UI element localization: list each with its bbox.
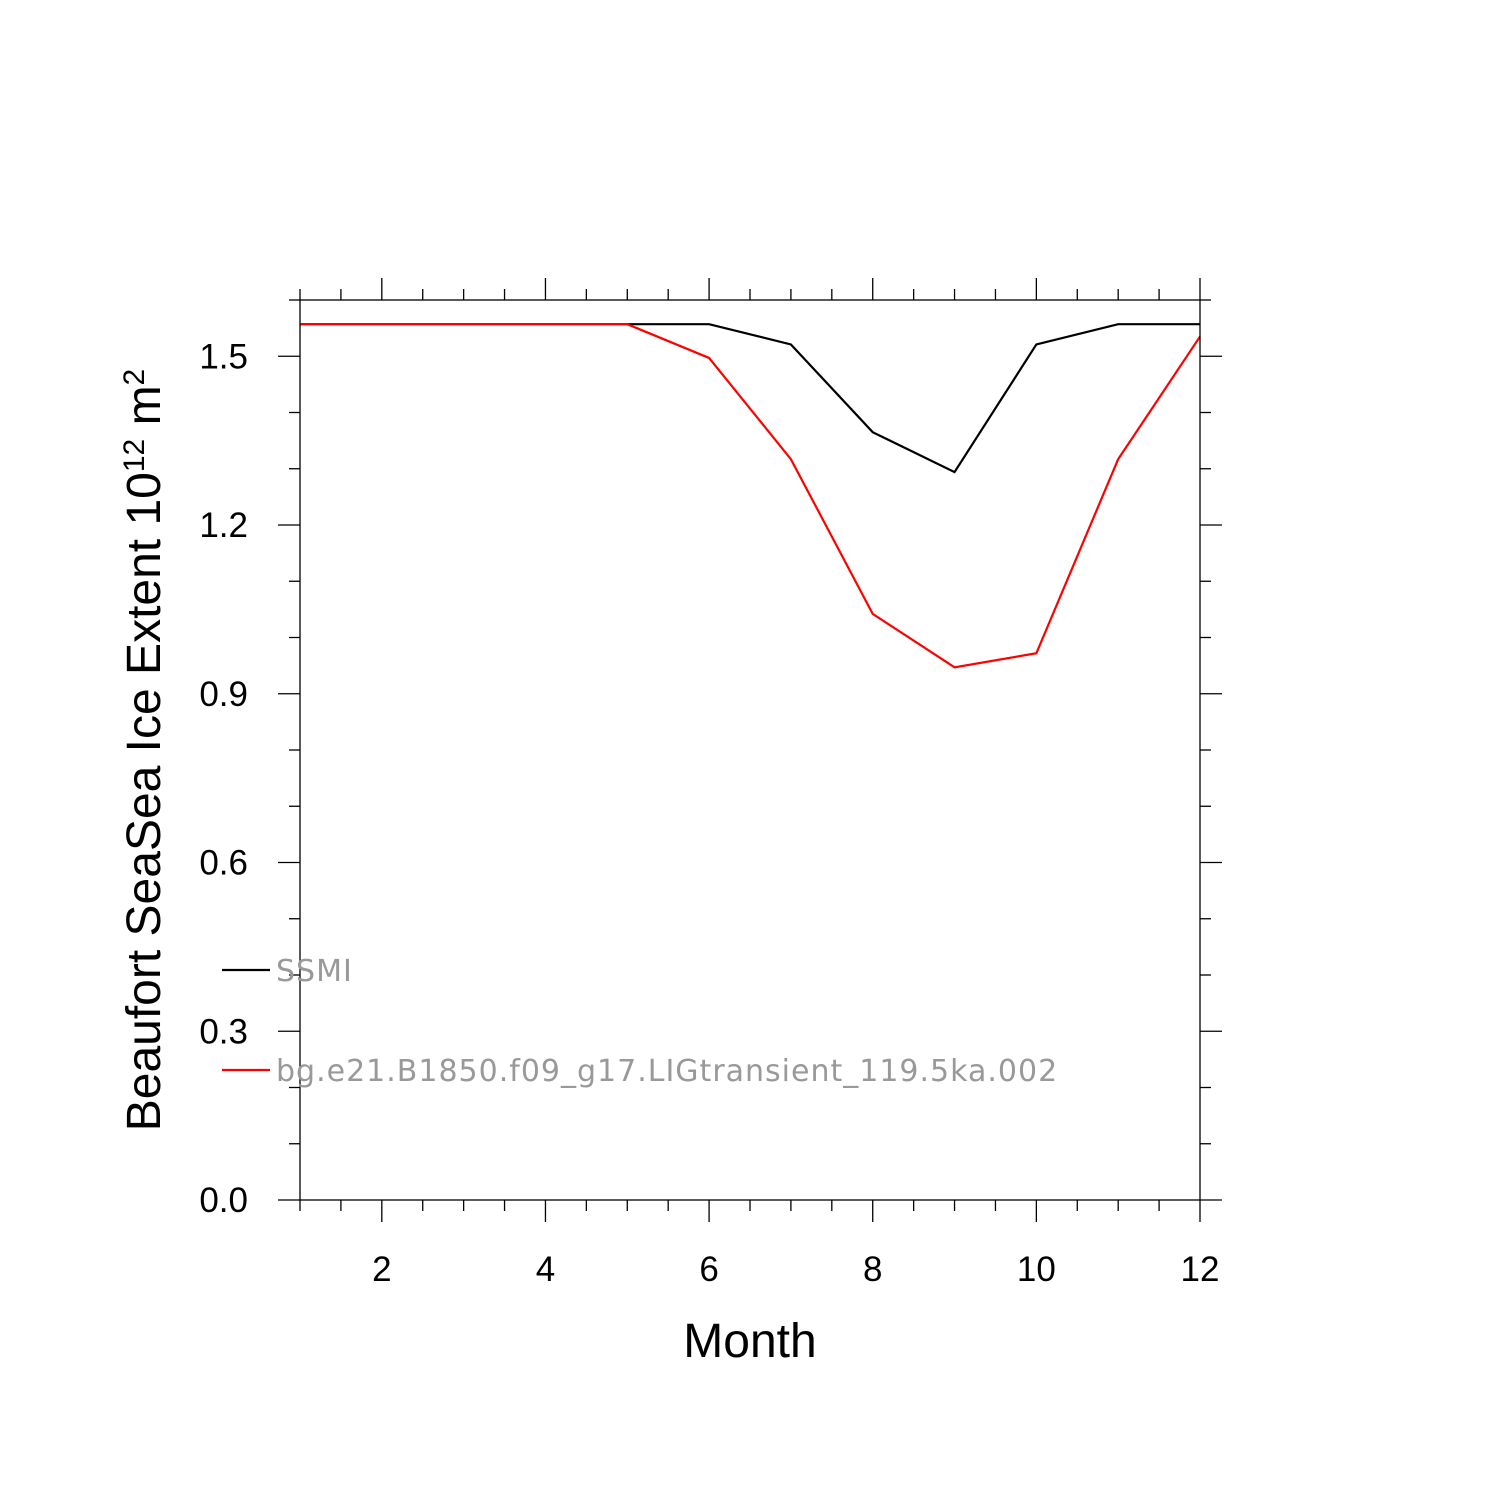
major-ticks [278, 278, 1222, 1222]
x-tick-label: 4 [536, 1250, 555, 1289]
legend: SSMI bg.e21.B1850.f09_g17.LIGtransient_11… [222, 954, 1058, 1089]
y-axis-title-unit: m [118, 385, 171, 438]
y-axis-title-exponent: 12 [118, 439, 151, 472]
y-tick-labels: 0.0 0.3 0.6 0.9 1.2 1.5 [199, 337, 248, 1220]
series-line-2 [300, 323, 1201, 669]
plot-frame [299, 299, 1201, 1201]
legend-label-2: bg.e21.B1850.f09_g17.LIGtransient_119.5k… [276, 1054, 1058, 1089]
legend-label-1: SSMI [276, 954, 353, 989]
series-lines [300, 323, 1201, 669]
y-axis-title-prefix: Beaufort SeaSea Ice Extent 10 [118, 472, 171, 1131]
y-axis-title: Beaufort SeaSea Ice Extent 1012 m2 [118, 369, 172, 1132]
y-tick-label: 0.0 [199, 1181, 248, 1220]
x-tick-label: 6 [699, 1250, 718, 1289]
y-tick-label: 1.2 [199, 506, 248, 545]
y-tick-label: 0.3 [199, 1012, 248, 1051]
y-tick-label: 0.6 [199, 844, 248, 883]
y-tick-label: 1.5 [199, 337, 248, 376]
x-tick-label: 2 [372, 1250, 391, 1289]
series-line-1 [300, 323, 1200, 474]
x-tick-label: 12 [1181, 1250, 1220, 1289]
x-tick-label: 8 [863, 1250, 882, 1289]
x-axis-title: Month [683, 1315, 816, 1368]
y-tick-label: 0.9 [199, 675, 248, 714]
minor-ticks [289, 289, 1211, 1211]
x-tick-labels: 2 4 6 8 10 12 [372, 1250, 1219, 1289]
y-axis-title-unit-exponent: 2 [118, 369, 151, 386]
x-tick-label: 10 [1017, 1250, 1056, 1289]
